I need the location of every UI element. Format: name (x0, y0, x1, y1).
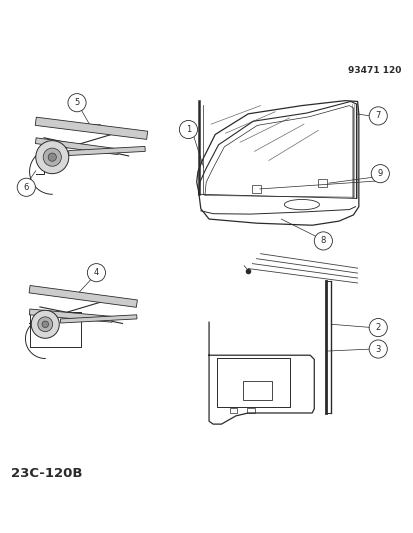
Text: 4: 4 (94, 268, 99, 277)
Polygon shape (69, 147, 145, 156)
Circle shape (38, 317, 52, 332)
Text: 1: 1 (185, 125, 190, 134)
Polygon shape (60, 315, 137, 323)
Polygon shape (35, 117, 147, 140)
Circle shape (48, 153, 56, 161)
Text: 5: 5 (74, 98, 79, 107)
Circle shape (368, 319, 387, 337)
FancyBboxPatch shape (242, 381, 271, 400)
FancyBboxPatch shape (251, 185, 261, 193)
Circle shape (42, 321, 48, 328)
Text: 23C-120B: 23C-120B (11, 466, 82, 480)
Circle shape (31, 310, 59, 338)
FancyBboxPatch shape (247, 408, 254, 414)
Polygon shape (35, 138, 119, 155)
Circle shape (313, 232, 332, 250)
Circle shape (368, 107, 387, 125)
Text: 3: 3 (375, 344, 380, 353)
Polygon shape (29, 286, 137, 308)
Text: 7: 7 (375, 111, 380, 120)
Circle shape (43, 148, 61, 166)
Circle shape (68, 94, 86, 112)
Circle shape (368, 340, 387, 358)
Polygon shape (29, 309, 112, 322)
Circle shape (17, 178, 35, 196)
Text: 9: 9 (377, 169, 382, 178)
FancyBboxPatch shape (317, 179, 327, 187)
Circle shape (370, 165, 389, 183)
FancyBboxPatch shape (229, 408, 237, 414)
Text: 8: 8 (320, 237, 325, 245)
Text: 6: 6 (24, 183, 29, 192)
Circle shape (87, 264, 105, 282)
Circle shape (36, 141, 69, 174)
Text: 2: 2 (375, 323, 380, 332)
Circle shape (179, 120, 197, 139)
Text: 93471 120: 93471 120 (347, 67, 400, 75)
